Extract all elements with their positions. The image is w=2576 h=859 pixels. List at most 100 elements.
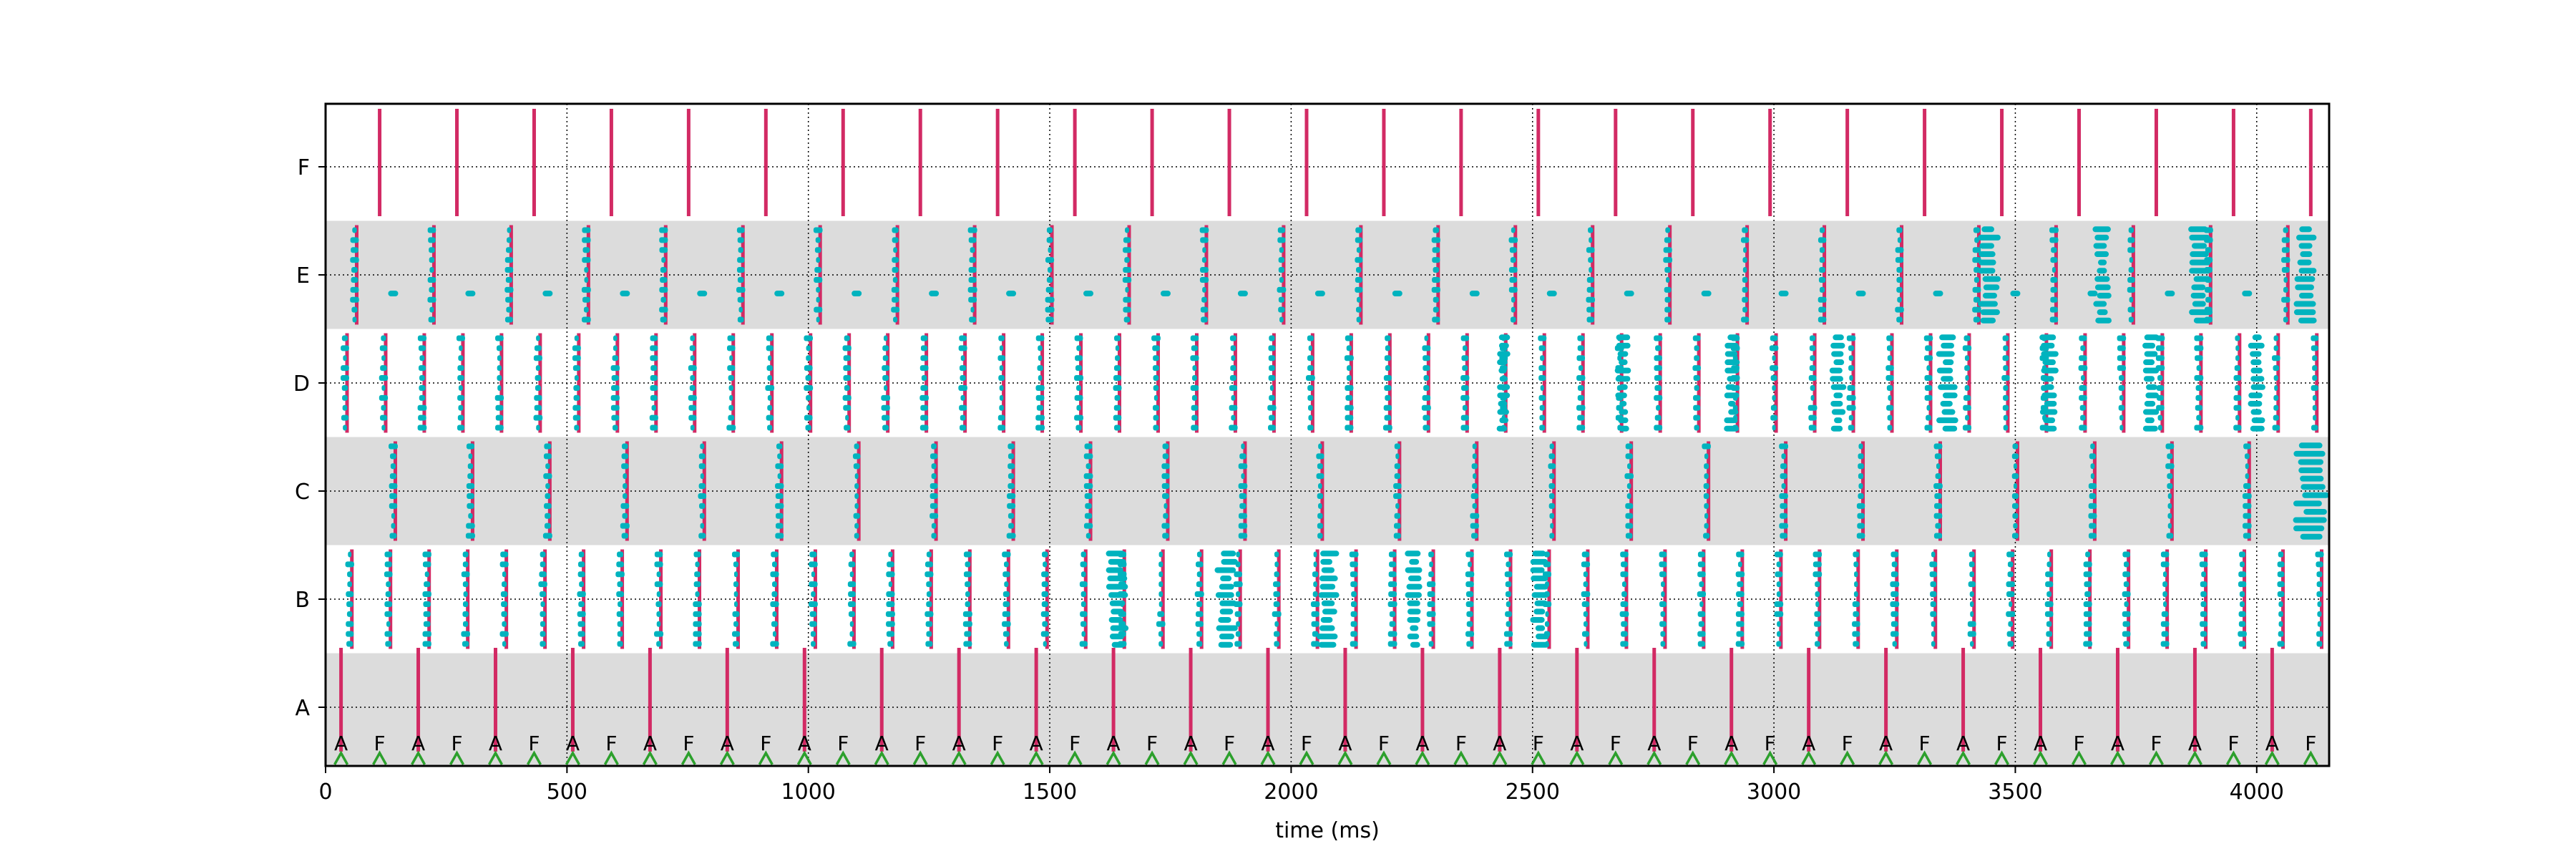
volley-dot-E [2127,237,2135,243]
volley-dot-D [920,384,928,391]
volley-dot-D [1772,394,1776,401]
burst-E [1982,292,1997,299]
volley-dot-E [660,316,667,323]
burst-B [1320,550,1340,557]
volley-dot-B [733,601,738,607]
green-marker [1724,750,1740,765]
volley-dot-E [813,227,823,233]
volley-dot-B [770,571,779,578]
burst-D [1942,425,1958,432]
volley-dot-B [1890,571,1898,578]
volley-dot-E [429,286,435,293]
volley-dot-D [379,345,388,351]
burst-E [2189,309,2213,316]
burst-E [2298,243,2313,249]
volley-dot-B [539,571,547,578]
volley-dot-B [538,581,547,588]
volley-dot-B [2317,601,2322,607]
volley-dot-C [1007,492,1016,499]
volley-dot-B [1504,551,1513,558]
volley-dot-D [2080,414,2086,421]
volley-dot-B [1621,621,1628,627]
burst-B [1409,558,1420,565]
volley-dot-D [574,375,579,382]
volley-dot-C [2013,463,2018,470]
volley-dot-D [1849,375,1853,382]
volley-dot-C [545,463,550,470]
volley-dot-E [505,296,513,303]
volley-dot-B [924,611,934,617]
volley-dot-D [1035,394,1045,401]
volley-dot-E [1741,316,1750,323]
burst-D [1936,367,1953,374]
volley-dot-B [540,551,546,558]
volley-dot-E [1511,296,1516,303]
volley-dot-B [2085,551,2091,558]
volley-dot-D [2194,424,2204,431]
volley-dot-B [2160,551,2170,558]
volley-dot-E [1510,316,1516,323]
volley-dot-D [999,384,1004,391]
burst-B [1534,600,1548,606]
green-marker [719,750,735,765]
volley-dot-D [2233,394,2242,401]
burst-D [1497,392,1511,399]
volley-dot-B [1931,551,1936,558]
burst-D [2250,376,2265,382]
volley-dot-E [1433,306,1439,313]
marker-A: A [1338,732,1352,755]
burst-D [1497,359,1508,366]
volley-dot-D [419,394,426,401]
volley-dot-D [1308,414,1313,421]
burst-D [1834,417,1843,424]
volley-dot-B [695,561,700,568]
volley-dot-C [389,533,397,539]
burst-D [1940,400,1953,407]
volley-dot-E [1045,306,1055,313]
volley-dot-D [2155,345,2165,351]
green-marker [1028,750,1044,765]
volley-dot-B [1196,641,1203,647]
burst-D [1830,400,1843,407]
volley-dot-C [1317,513,1323,519]
burst-B [1322,608,1337,615]
volley-dot-B [1312,591,1318,598]
volley-dot-C [1548,503,1555,509]
green-marker [526,750,542,765]
volley-dot-C [776,443,783,450]
volley-dot-E [1972,286,1981,293]
volley-dot-D [728,384,733,391]
volley-dot-E [1742,227,1748,233]
volley-dot-C [2167,523,2172,529]
burst-E [2092,226,2111,233]
volley-dot-B [1852,631,1860,637]
volley-dot-E [2283,286,2288,293]
volley-dot-C [1702,443,1711,450]
volley-dot-E [893,247,898,253]
volley-dot-D [766,335,774,341]
volley-dot-B [617,641,623,647]
volley-dot-C [1858,463,1864,470]
burst-B [1218,641,1234,648]
marker-F: F [1069,732,1080,755]
volley-dot-E [970,247,975,253]
volley-dot-E [1199,227,1209,233]
burst-B [1320,616,1333,623]
volley-dot-E [1201,316,1208,323]
volley-dot-D [767,375,773,382]
volley-dot-E [350,257,359,263]
burst-D [1724,351,1738,357]
volley-dot-B [2122,551,2130,558]
E-isolated [1778,291,1789,296]
volley-dot-B [656,611,661,617]
burst-D [1498,342,1509,349]
volley-dot-B [2083,571,2092,578]
burst-D [2250,351,2262,357]
volley-dot-C [2011,453,2019,460]
volley-dot-B [1235,631,1241,637]
volley-dot-E [2050,257,2058,263]
green-marker [2187,750,2202,765]
burst-E [2293,309,2316,316]
volley-dot-B [1158,571,1163,578]
volley-dot-D [1038,355,1043,361]
